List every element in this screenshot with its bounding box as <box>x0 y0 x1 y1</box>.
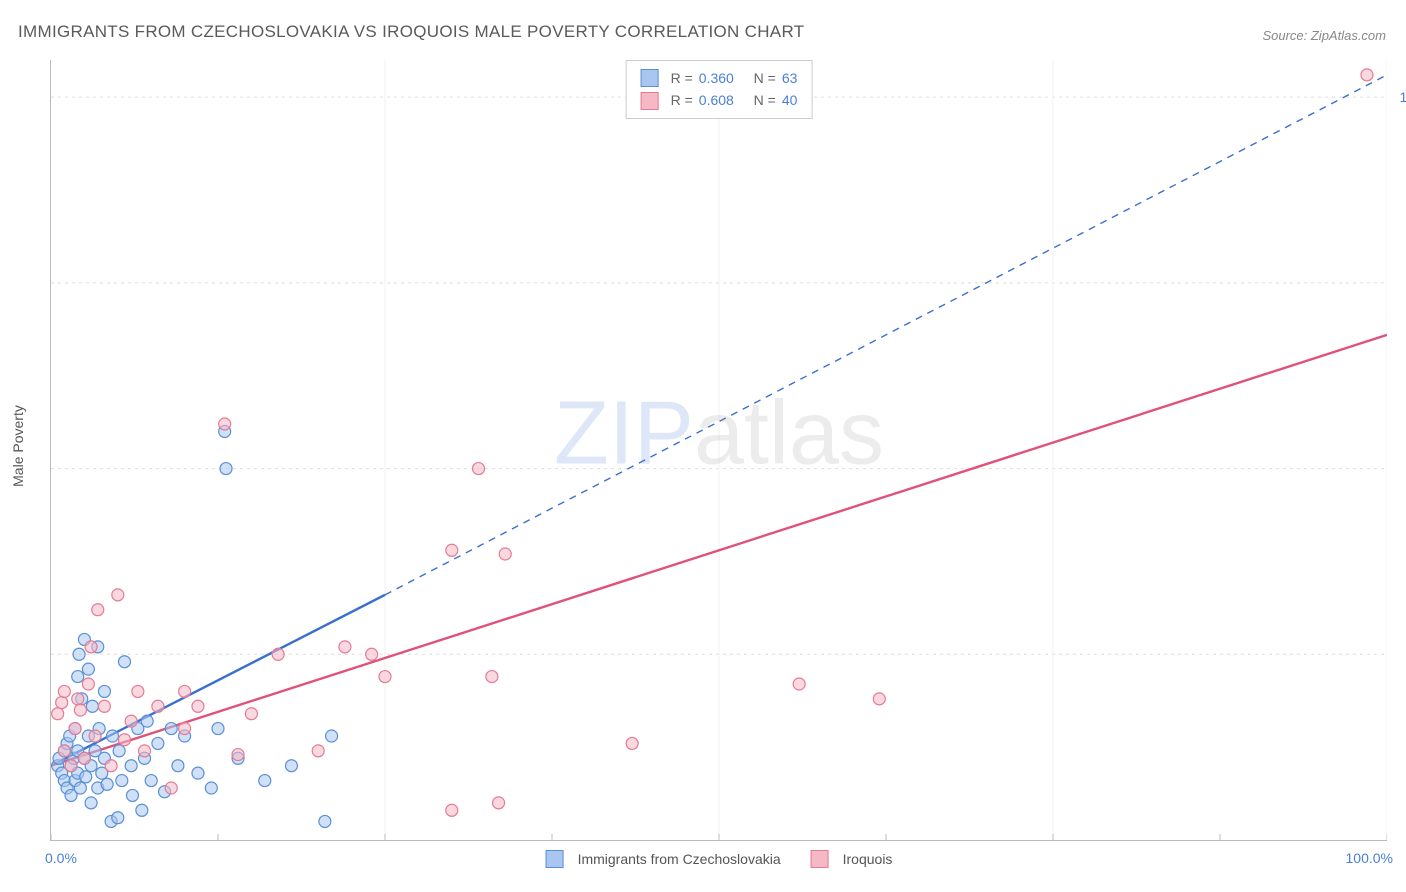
r-label: R = <box>671 67 693 89</box>
watermark-atlas: atlas <box>694 384 884 484</box>
legend-correlation: R = 0.360 N = 63 R = 0.608 N = 40 <box>626 60 813 119</box>
r-value-czech: 0.360 <box>699 67 734 89</box>
watermark: ZIPatlas <box>554 383 884 486</box>
r-value-iroquois: 0.608 <box>699 89 734 111</box>
plot-area: R = 0.360 N = 63 R = 0.608 N = 40 ZIPatl… <box>50 60 1387 841</box>
legend-label-iroquois: Iroquois <box>843 851 893 867</box>
n-label: N = <box>754 67 776 89</box>
source-label: Source: ZipAtlas.com <box>1262 28 1386 43</box>
legend-label-czech: Immigrants from Czechoslovakia <box>578 851 781 867</box>
legend-row-iroquois: R = 0.608 N = 40 <box>641 89 798 111</box>
source-prefix: Source: <box>1262 28 1310 43</box>
legend-series: Immigrants from Czechoslovakia Iroquois <box>546 850 893 868</box>
legend-item-iroquois: Iroquois <box>811 850 893 868</box>
n-label: N = <box>754 89 776 111</box>
y-tick: 75.0% <box>1392 275 1406 291</box>
swatch-czech <box>641 69 659 87</box>
chart-title: IMMIGRANTS FROM CZECHOSLOVAKIA VS IROQUO… <box>18 22 804 42</box>
swatch-czech-icon <box>546 850 564 868</box>
chart-canvas <box>51 60 1387 840</box>
y-tick: 100.0% <box>1392 89 1406 105</box>
n-value-czech: 63 <box>782 67 798 89</box>
x-tick-100: 100.0% <box>1346 850 1393 866</box>
legend-item-czech: Immigrants from Czechoslovakia <box>546 850 781 868</box>
n-value-iroquois: 40 <box>782 89 798 111</box>
r-label: R = <box>671 89 693 111</box>
swatch-iroquois-icon <box>811 850 829 868</box>
watermark-zip: ZIP <box>554 384 694 484</box>
y-axis-label: Male Poverty <box>10 405 26 487</box>
x-tick-0: 0.0% <box>45 850 77 866</box>
y-tick: 50.0% <box>1392 461 1406 477</box>
legend-row-czech: R = 0.360 N = 63 <box>641 67 798 89</box>
source-value: ZipAtlas.com <box>1311 28 1386 43</box>
y-tick: 25.0% <box>1392 646 1406 662</box>
swatch-iroquois <box>641 92 659 110</box>
